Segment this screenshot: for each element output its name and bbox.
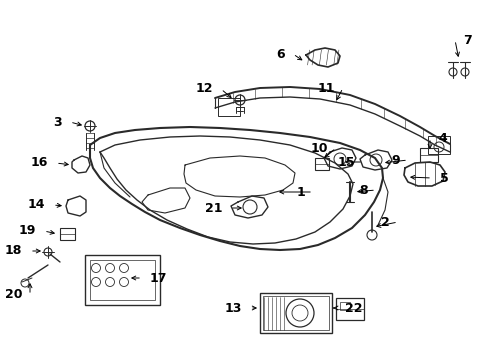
Text: 2: 2 [381,216,389,229]
Text: 16: 16 [31,157,48,170]
Text: 14: 14 [27,198,45,211]
Text: 9: 9 [390,153,399,166]
Text: 1: 1 [296,185,305,198]
Bar [260,293,331,333]
Text: 18: 18 [4,244,22,257]
Text: 22: 22 [345,302,362,315]
Text: 13: 13 [224,302,242,315]
Text: 17: 17 [150,271,167,284]
Text: 8: 8 [359,184,367,197]
Text: 7: 7 [462,33,471,46]
Text: 15: 15 [337,156,354,168]
Bar [314,158,328,170]
Text: 20: 20 [4,288,22,302]
Bar [60,228,75,240]
Bar [263,296,328,330]
Bar [85,255,160,305]
Bar [90,260,155,300]
Text: 19: 19 [19,225,36,238]
Text: 5: 5 [439,171,448,184]
Bar [427,136,449,154]
Text: 4: 4 [437,131,446,144]
Text: 12: 12 [195,82,213,95]
Text: 10: 10 [310,141,327,154]
Text: 11: 11 [317,81,334,94]
Bar [419,148,437,162]
Text: 6: 6 [276,48,285,60]
Bar [335,298,363,320]
Bar [218,98,240,116]
Text: 21: 21 [204,202,222,215]
Bar [339,302,349,310]
Text: 3: 3 [53,116,62,129]
